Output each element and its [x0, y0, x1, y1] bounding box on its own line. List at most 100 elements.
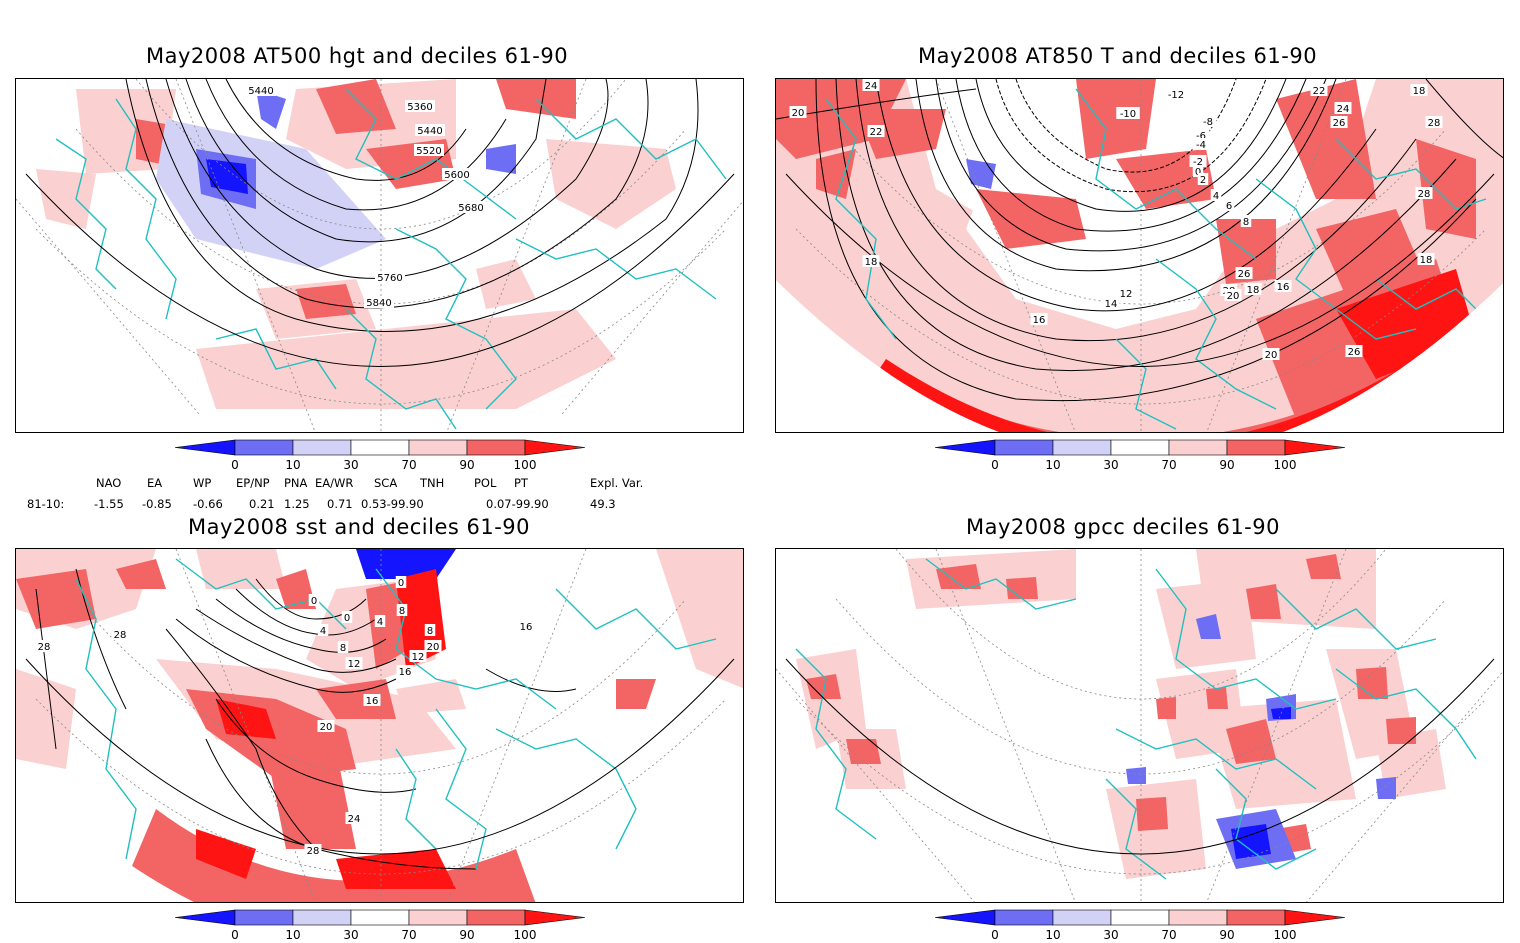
panel1-map: 5440 5360 5440 5520 5600 5680 5760 5840	[15, 78, 744, 433]
colorbar-segment	[292, 439, 352, 456]
index-row-label: 81-10:	[27, 497, 65, 511]
colorbar-segment	[994, 439, 1054, 456]
colorbar-tick-label: 70	[401, 928, 416, 942]
colorbar-segment	[350, 439, 410, 456]
index-value: -0.85	[142, 497, 172, 511]
contour-label: 16	[396, 665, 414, 678]
svg-text:0: 0	[344, 613, 350, 624]
svg-text:18: 18	[1413, 86, 1426, 97]
svg-text:28: 28	[114, 630, 127, 641]
colorbar-tick-label: 90	[1219, 928, 1234, 942]
colorbar-tick-label: 0	[231, 458, 239, 472]
index-header: EA/WR	[315, 476, 354, 490]
svg-text:4: 4	[377, 617, 383, 628]
svg-text:24: 24	[348, 814, 361, 825]
svg-text:18: 18	[865, 257, 878, 268]
contour-label: 5360	[405, 100, 435, 113]
colorbar-segment	[994, 909, 1054, 926]
panel4-title: May2008 gpcc deciles 61-90	[966, 515, 1280, 539]
svg-text:16: 16	[366, 696, 379, 707]
svg-text:20: 20	[1265, 350, 1278, 361]
contour-label: 20	[317, 720, 335, 733]
svg-text:8: 8	[427, 626, 433, 637]
contour-label: 12	[345, 657, 363, 670]
svg-text:22: 22	[870, 127, 883, 138]
index-value: 0.21	[249, 497, 275, 511]
colorbar-tick-label: 70	[401, 458, 416, 472]
index-value: -1.55	[94, 497, 124, 511]
colorbar-segment	[292, 909, 352, 926]
contour-label: 28	[111, 628, 129, 641]
contour-label: 12	[409, 650, 427, 663]
contour-label: 5440	[246, 84, 276, 97]
svg-text:28: 28	[38, 642, 51, 653]
contour-label: -2	[1189, 155, 1207, 168]
colorbar-tick-label: 30	[343, 458, 358, 472]
colorbar-tick-label: 0	[991, 458, 999, 472]
svg-text:2: 2	[1200, 175, 1206, 186]
colorbar-segment	[1168, 439, 1228, 456]
svg-text:12: 12	[348, 659, 361, 670]
svg-text:5520: 5520	[416, 146, 441, 157]
contour-label: 8	[396, 604, 408, 617]
index-header: EA	[147, 476, 163, 490]
panel1-title: May2008 AT500 hgt and deciles 61-90	[146, 44, 569, 68]
svg-text:12: 12	[412, 652, 425, 663]
svg-text:16: 16	[1033, 315, 1046, 326]
colorbar-tick-label: 70	[1161, 458, 1176, 472]
svg-text:0: 0	[1195, 167, 1201, 178]
svg-text:5440: 5440	[417, 126, 442, 137]
svg-text:18: 18	[1247, 285, 1260, 296]
colorbar-arrow-high	[1284, 909, 1345, 926]
colorbar-tick-label: 100	[1274, 928, 1297, 942]
svg-text:28: 28	[307, 846, 320, 857]
contour-label: 5600	[442, 168, 472, 181]
svg-text:16: 16	[520, 622, 533, 633]
colorbar-segment	[1168, 909, 1228, 926]
colorbar-segment	[1226, 909, 1286, 926]
svg-text:28: 28	[1428, 118, 1441, 129]
index-header: NAO	[96, 476, 122, 490]
colorbar-segment	[1110, 909, 1170, 926]
gpcc-map-svg	[776, 549, 1503, 902]
svg-text:20: 20	[792, 108, 805, 119]
colorbar-segment	[408, 439, 468, 456]
index-header: PT	[514, 476, 528, 490]
svg-text:-10: -10	[1120, 109, 1136, 120]
colorbar-tick-label: 90	[459, 458, 474, 472]
colorbar-tick-label: 100	[514, 458, 537, 472]
colorbar-segment	[234, 909, 294, 926]
index-header: POL	[474, 476, 497, 490]
index-header: SCA	[374, 476, 398, 490]
contour-label: 5680	[456, 201, 486, 214]
contour-label: -8	[1199, 115, 1217, 128]
colorbar-tick-label: 30	[1103, 928, 1118, 942]
contour-label: 18	[1410, 84, 1428, 97]
contour-label: 0	[341, 611, 353, 624]
colorbar-arrow-low	[175, 909, 236, 926]
svg-text:6: 6	[1226, 201, 1232, 212]
contour-label: 5840	[364, 296, 394, 309]
svg-text:5440: 5440	[248, 86, 273, 97]
panel3-map: 28 28 0 4 0 4 8 8 12 16 20 24 28 12 16 20 0 16 8	[15, 548, 744, 903]
contour-label: 18	[1244, 283, 1262, 296]
svg-text:24: 24	[1337, 104, 1350, 115]
colorbar-tick-label: 100	[514, 928, 537, 942]
contour-label: 14	[1102, 297, 1120, 310]
hgt-map-svg: 5440 5360 5440 5520 5600 5680 5760 5840	[16, 79, 743, 432]
contour-label: 26	[1345, 345, 1363, 358]
contour-label: -12	[1164, 88, 1188, 101]
contour-label: 8	[424, 624, 436, 637]
colorbar-arrow-low	[175, 439, 236, 456]
contour-label: 28	[35, 640, 53, 653]
svg-text:5360: 5360	[407, 102, 432, 113]
colorbar-segment	[1226, 439, 1286, 456]
contour-label: 2	[1197, 173, 1209, 186]
colorbar-tick-label: 30	[1103, 458, 1118, 472]
svg-text:-12: -12	[1168, 90, 1184, 101]
panel2-title: May2008 AT850 T and deciles 61-90	[918, 44, 1318, 68]
contour-label: 4	[374, 615, 386, 628]
contour-label: 28	[1415, 187, 1433, 200]
index-value: 0.07-99.90	[486, 497, 549, 511]
